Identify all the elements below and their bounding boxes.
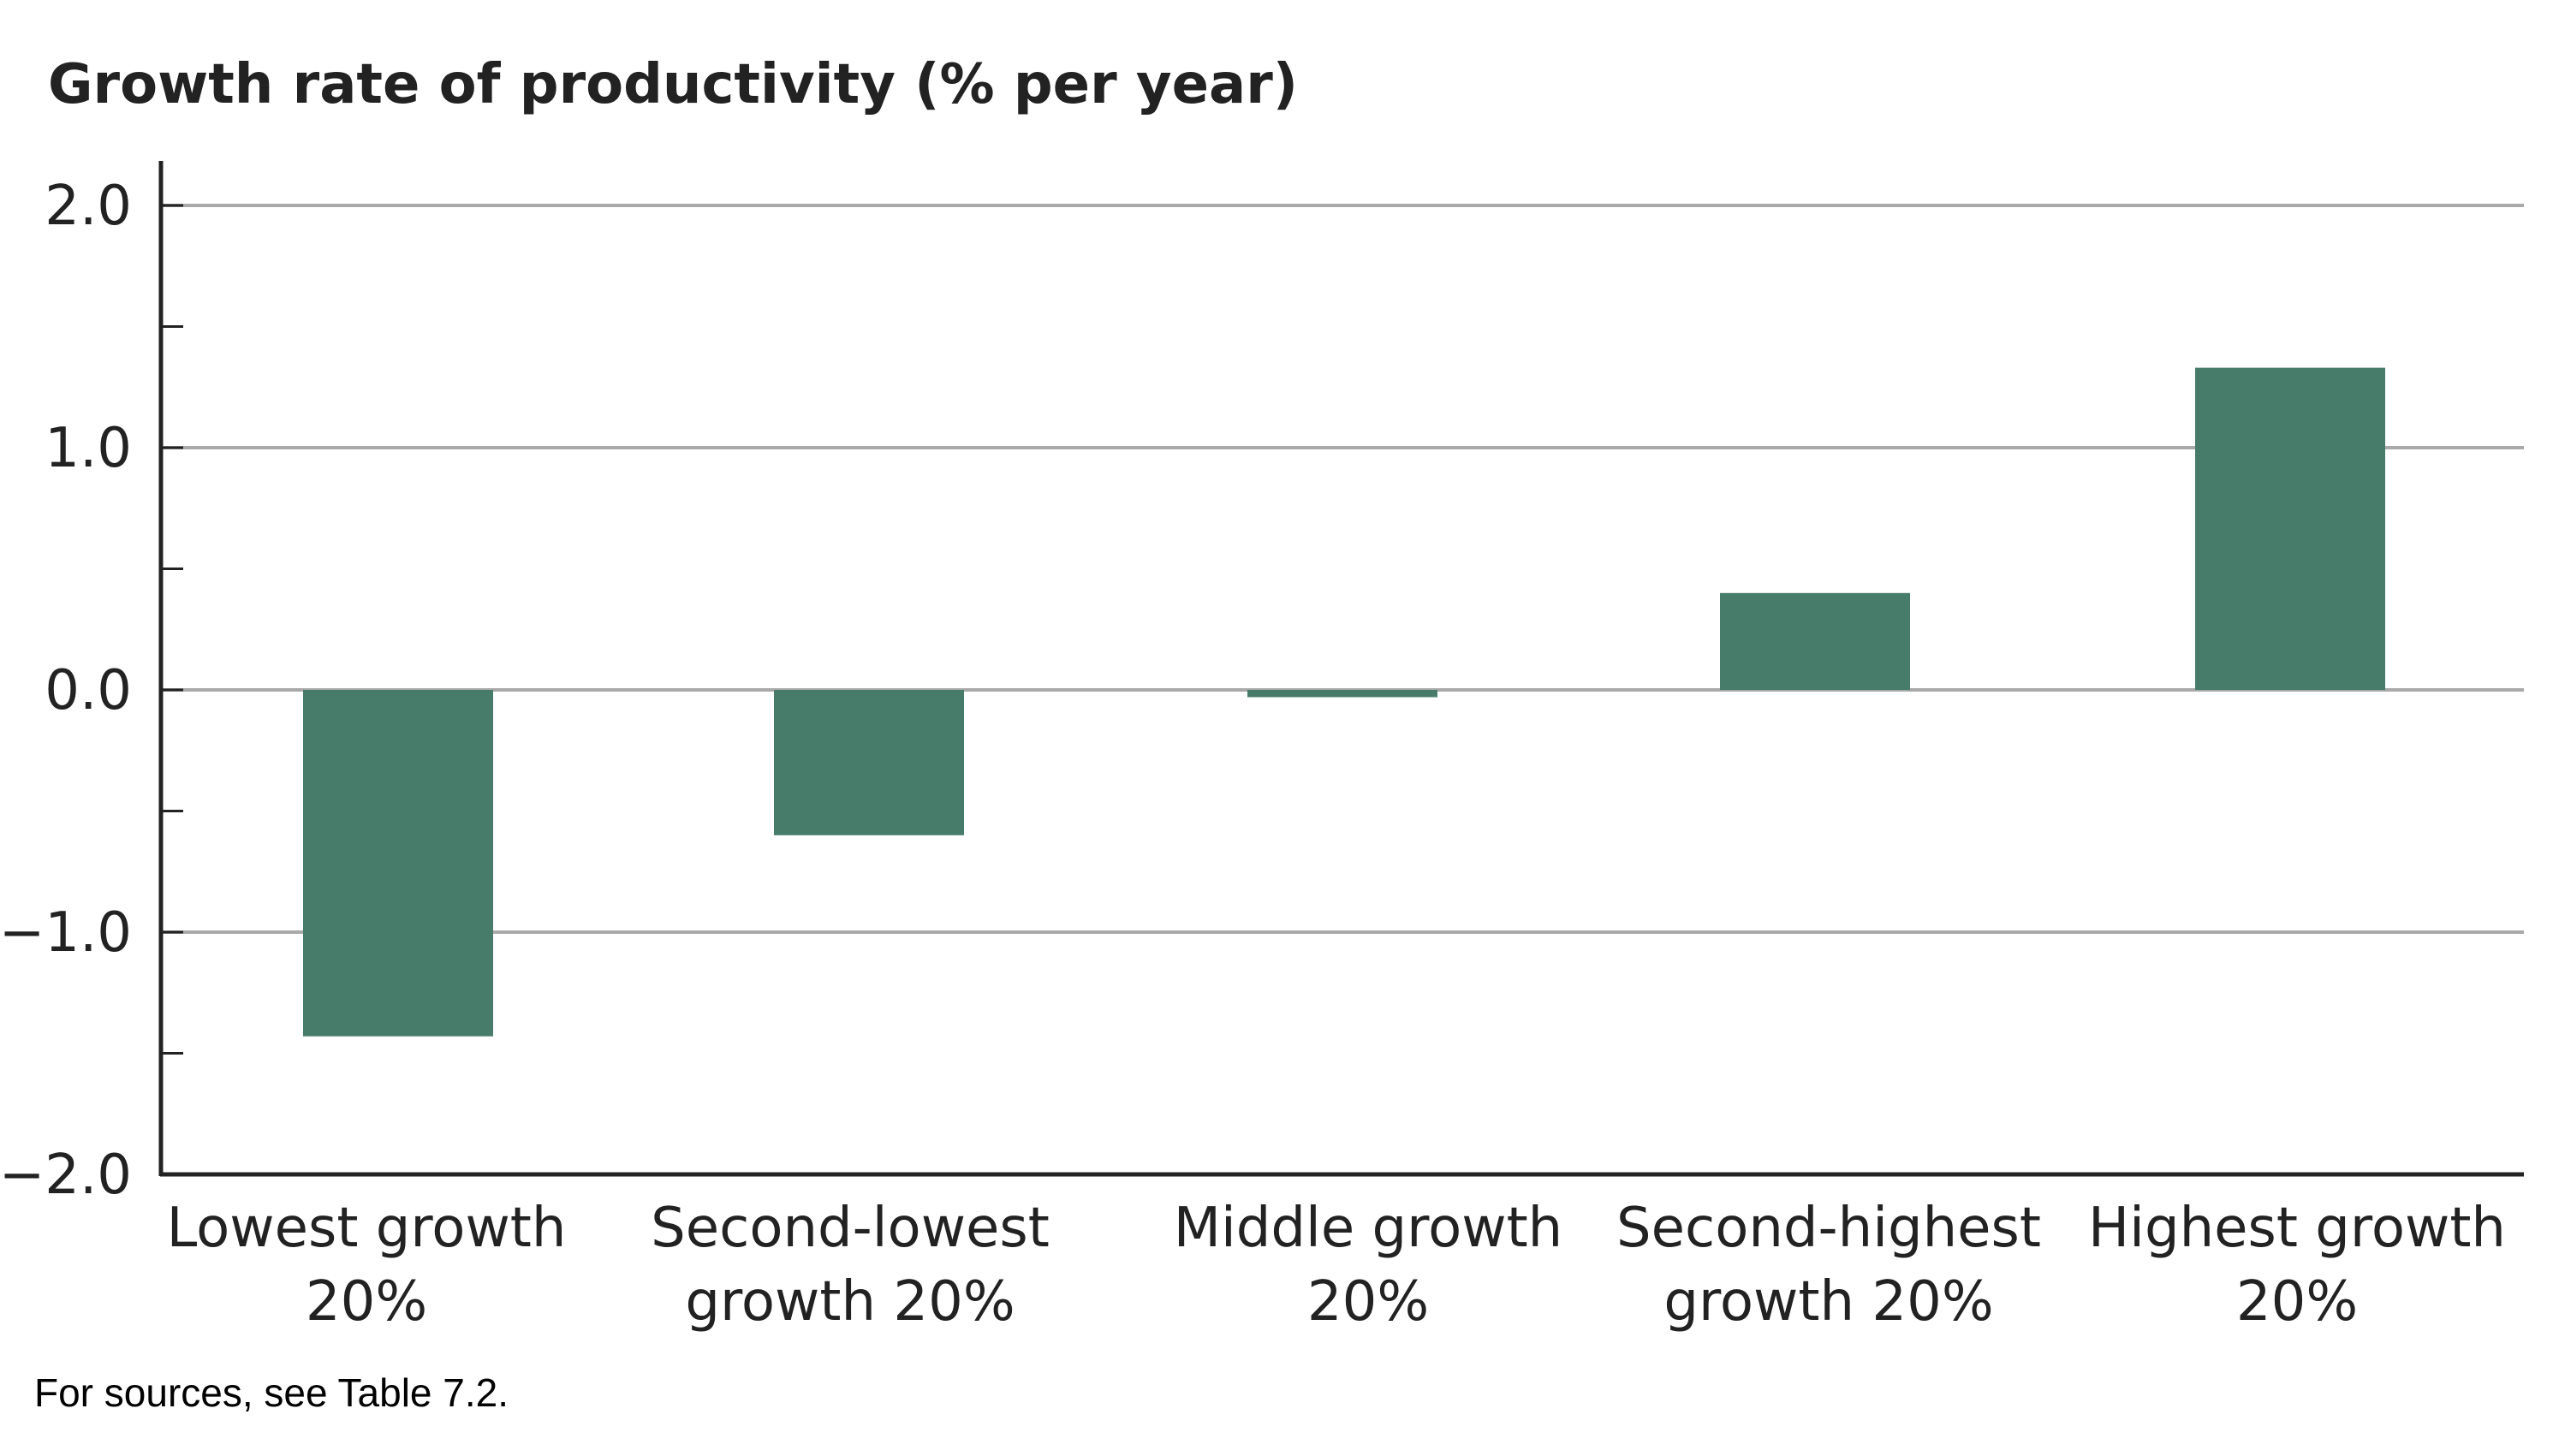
x-tick-label: Middle growth — [1174, 1197, 1562, 1260]
x-tick-label: Second-highest — [1616, 1197, 2041, 1260]
y-tick-label: −2.0 — [0, 1144, 132, 1207]
x-tick-label: 20% — [306, 1270, 427, 1334]
y-tick-label: −1.0 — [0, 901, 132, 965]
x-tick-label: Second-lowest — [651, 1197, 1050, 1260]
bar — [774, 690, 964, 835]
chart-title: Growth rate of productivity (% per year) — [48, 53, 1299, 116]
x-tick-label: growth 20% — [1663, 1270, 1993, 1334]
x-tick-label: Highest growth — [2088, 1197, 2506, 1260]
source-note: For sources, see Table 7.2. — [34, 1370, 509, 1415]
bar — [303, 690, 493, 1037]
y-tick-label: 1.0 — [45, 417, 132, 480]
x-tick-label: 20% — [2236, 1270, 2358, 1334]
bar — [2195, 367, 2385, 690]
bar — [1247, 690, 1437, 698]
x-tick-label: 20% — [1307, 1270, 1429, 1334]
x-tick-label: growth 20% — [685, 1270, 1015, 1334]
x-tick-label: Lowest growth — [167, 1197, 567, 1260]
y-tick-label: 0.0 — [45, 659, 132, 722]
bar — [1720, 592, 1910, 690]
y-tick-label: 2.0 — [45, 175, 132, 238]
